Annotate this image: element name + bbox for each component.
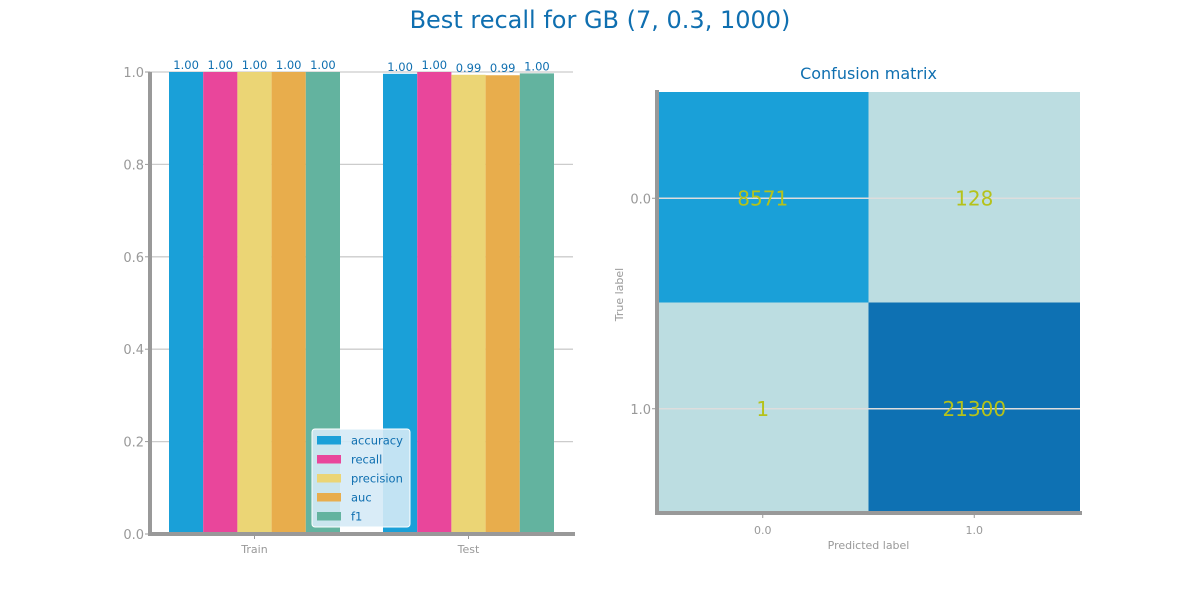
heatmap-title: Confusion matrix	[800, 64, 937, 83]
y-tick-label: 0.0	[123, 528, 144, 543]
y-tick-label: 1.0	[123, 66, 144, 81]
legend-label-auc: auc	[351, 491, 372, 505]
y-tick-label: 0.6	[123, 251, 144, 266]
figure-title: Best recall for GB (7, 0.3, 1000)	[409, 6, 791, 34]
legend-label-precision: precision	[351, 472, 403, 486]
bar-recall	[417, 72, 452, 534]
heatmap-cell	[868, 92, 1080, 303]
legend-swatch-accuracy	[317, 436, 341, 445]
heatmap-y-axis-label: True label	[613, 268, 626, 322]
heatmap-cell-value: 128	[955, 186, 993, 210]
heatmap-cell-value: 8571	[737, 186, 788, 210]
bar-auc	[485, 75, 520, 534]
bar-value-label: 0.99	[490, 61, 516, 75]
bar-value-label: 1.00	[207, 58, 233, 72]
bar-value-label: 1.00	[421, 58, 447, 72]
bar-value-label: 1.00	[310, 58, 336, 72]
bar-accuracy	[169, 72, 204, 534]
legend-swatch-precision	[317, 474, 341, 483]
heatmap-cell	[657, 302, 869, 513]
legend-box	[311, 428, 411, 528]
x-tick-label: Test	[457, 543, 480, 556]
heatmap-x-tick-label: 0.0	[754, 524, 772, 537]
heatmap-cell	[657, 92, 869, 303]
heatmap-cell-value: 1	[756, 397, 769, 421]
bar-value-label: 0.99	[456, 61, 482, 75]
legend-swatch-auc	[317, 493, 341, 502]
bar-precision	[237, 72, 272, 534]
heatmap-y-tick-label: 1.0	[630, 403, 651, 418]
bar-f1	[519, 73, 554, 535]
legend-swatch-recall	[317, 455, 341, 464]
legend-label-recall: recall	[351, 453, 382, 467]
heatmap-x-axis-label: Predicted label	[828, 539, 910, 552]
legend-swatch-f1	[317, 512, 341, 521]
bar-precision	[451, 74, 486, 534]
bar-auc	[271, 72, 306, 534]
y-tick-label: 0.8	[123, 158, 144, 173]
y-tick-label: 0.2	[123, 436, 144, 451]
x-tick-label: Train	[240, 543, 267, 556]
heatmap-x-tick-label: 1.0	[966, 524, 984, 537]
legend-label-f1: f1	[351, 510, 362, 524]
heatmap-y-tick-label: 0.0	[630, 192, 651, 207]
y-tick-label: 0.4	[123, 343, 144, 358]
heatmap-cell-value: 21300	[942, 397, 1006, 421]
heatmap-cell	[868, 302, 1080, 513]
bar-value-label: 1.00	[524, 59, 550, 73]
bar-value-label: 1.00	[387, 60, 413, 74]
bar-value-label: 1.00	[242, 58, 268, 72]
legend-label-accuracy: accuracy	[351, 434, 403, 448]
bar-value-label: 1.00	[173, 58, 199, 72]
bar-value-label: 1.00	[276, 58, 302, 72]
bar-recall	[203, 72, 238, 534]
